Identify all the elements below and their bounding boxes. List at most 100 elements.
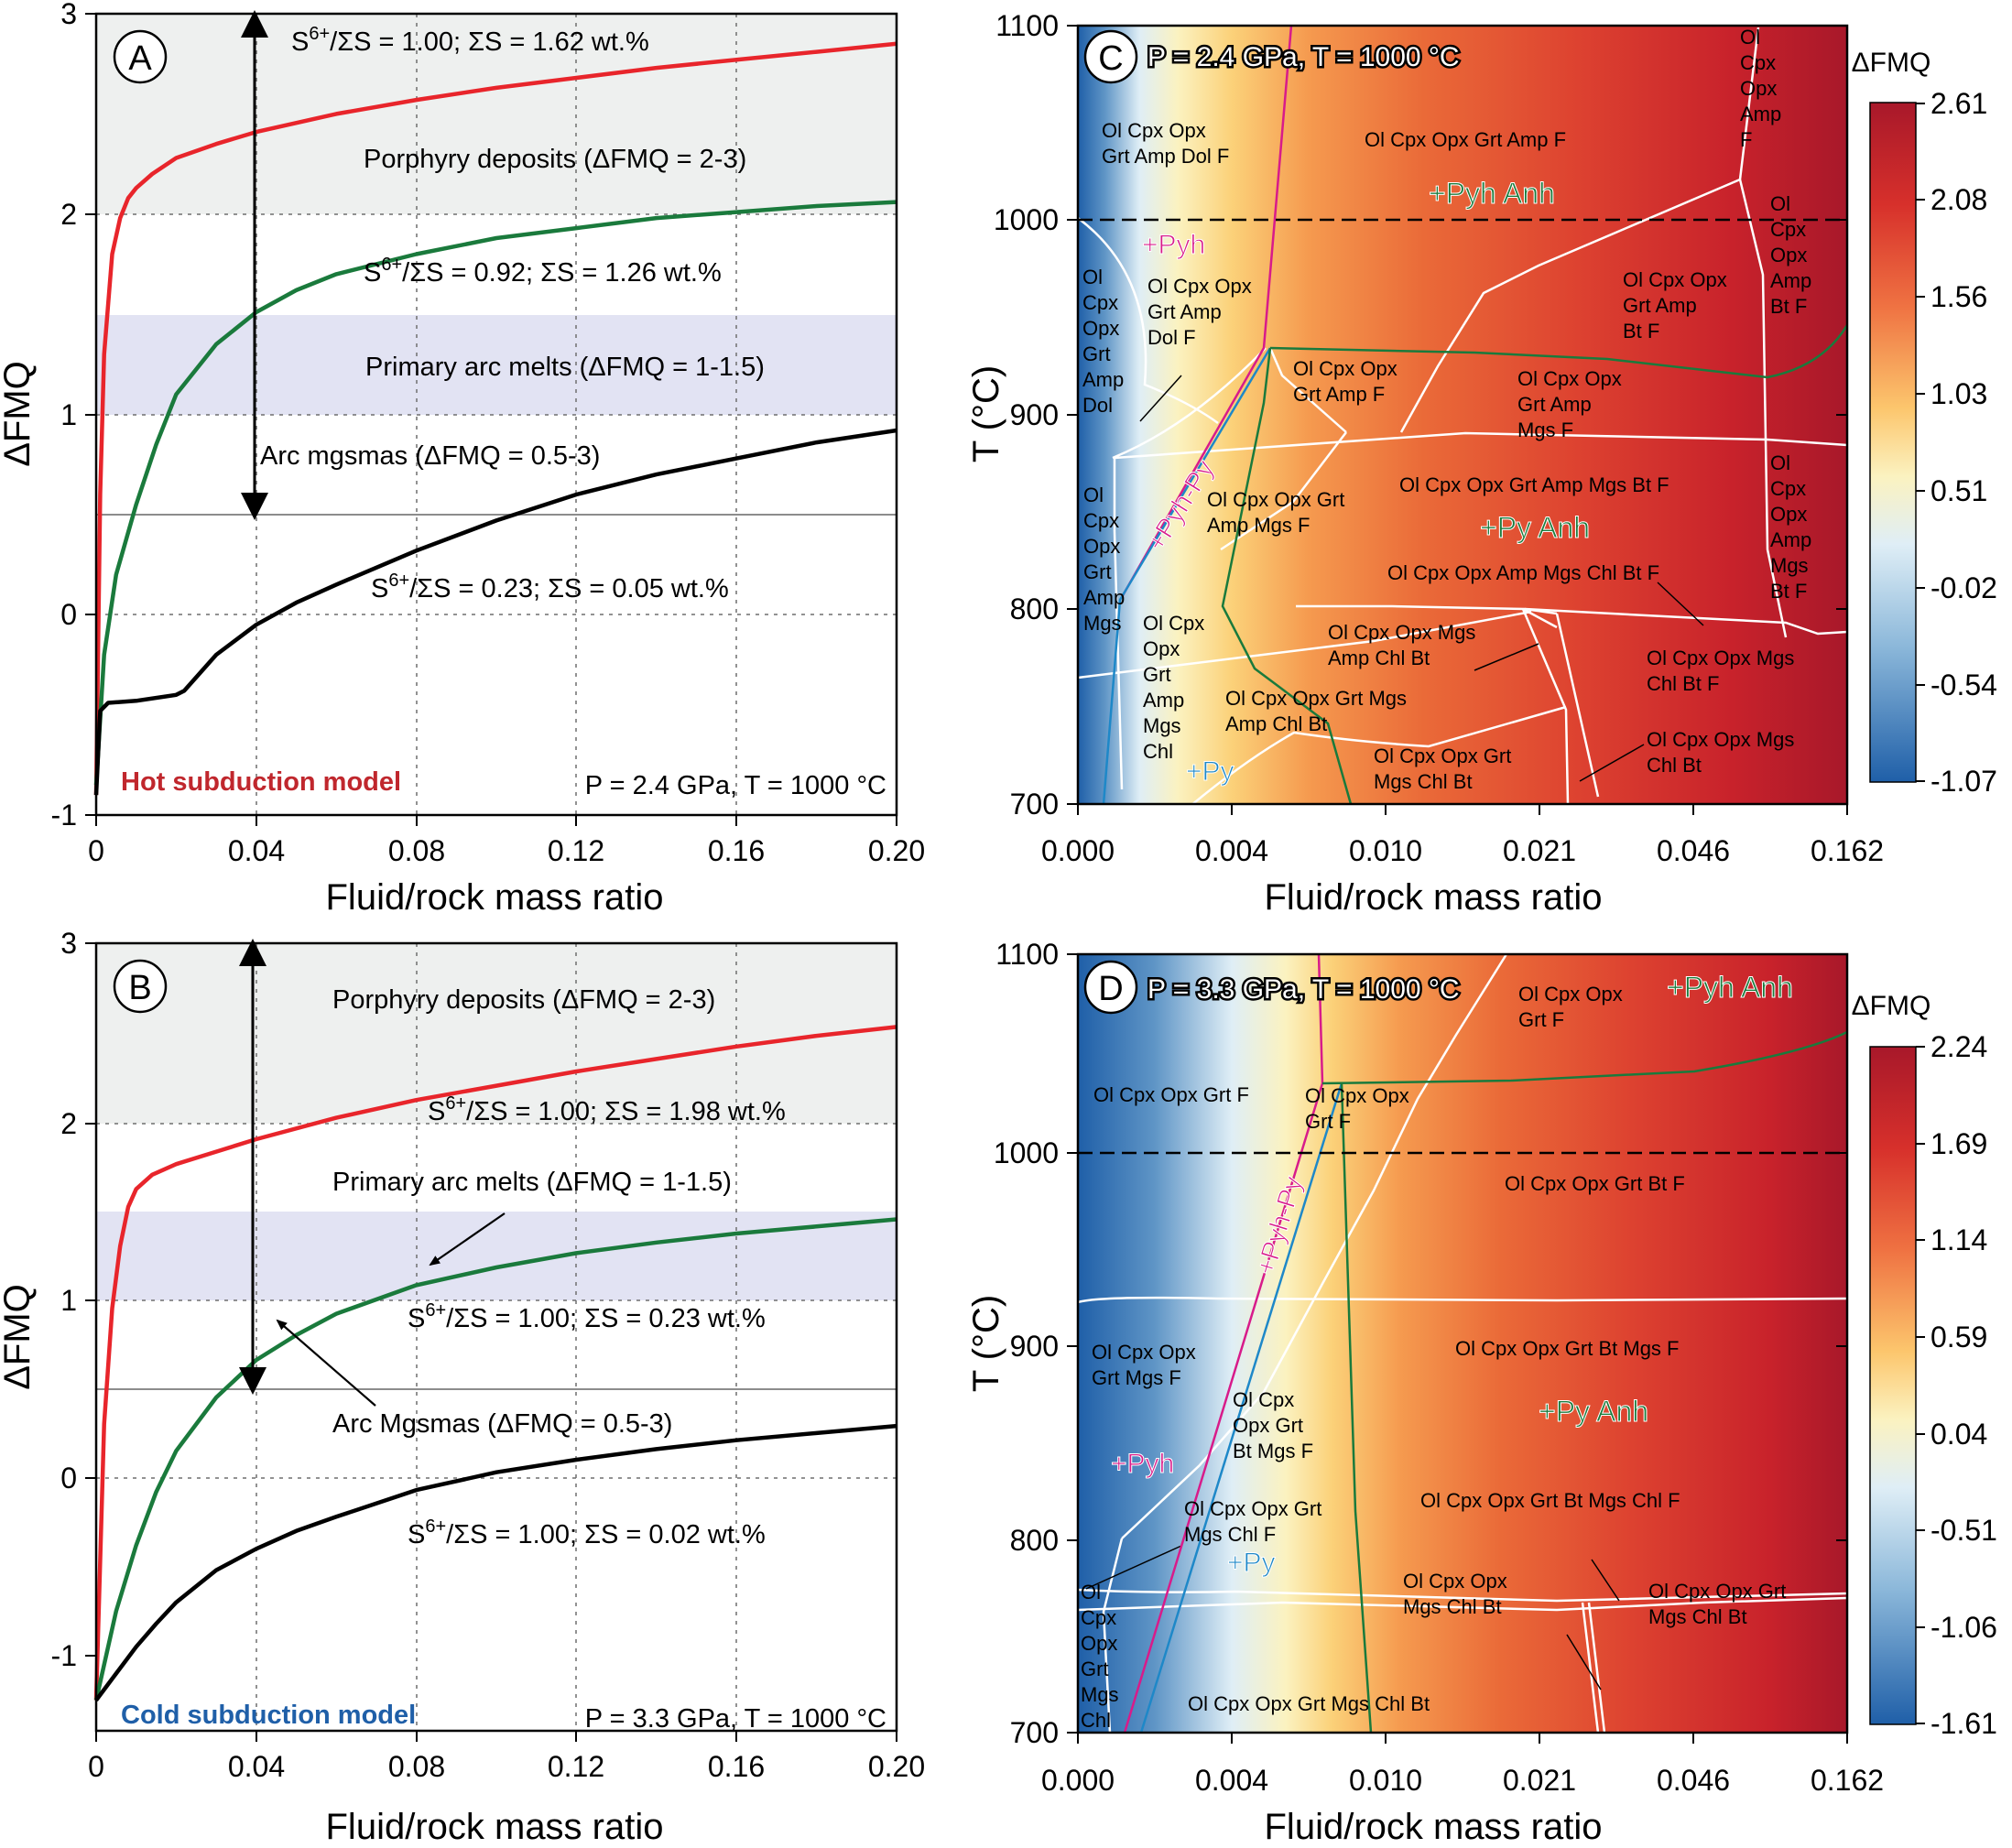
panel-d-leader-lines [1085, 1545, 1620, 1690]
ann-rest: /ΣS = 1.00; ΣS = 0.23 wt.% [446, 1304, 766, 1333]
phase-field-line: Ol Cpx Opx Grt Amp F [1365, 128, 1566, 151]
phase-field-label: Ol Cpx Opx Grt F [1518, 983, 1623, 1031]
phase-field-label: Ol Cpx Opx Grt Mgs Chl F [1184, 1497, 1321, 1546]
phase-field-line: Ol Cpx Opx Grt Bt Mgs F [1455, 1337, 1679, 1360]
panel-d-frame [1076, 952, 1849, 1734]
phase-field-label: Ol Cpx Opx Grt Amp Mgs F [1207, 488, 1344, 537]
panel-c-anh-boundary-upper [1269, 324, 1847, 379]
ann-sym: S [408, 1520, 425, 1549]
phase-field-line: Ol Cpx Opx Grt Mgs Chl Bt [1188, 1692, 1430, 1715]
phase-field-line: Grt Amp [1623, 294, 1697, 317]
panel-c-phase-boundaries [1078, 27, 1847, 804]
x-tick-label: 0.04 [228, 834, 285, 867]
phase-field-label: Ol Cpx Opx Amp Mgs Chl Bt F [1387, 561, 1659, 584]
y-tick-label: 3 [60, 927, 77, 960]
phase-field-label: Ol Cpx Opx Grt Mgs Amp Chl Bt [1225, 687, 1407, 735]
y-tick-label: 1 [60, 1284, 77, 1317]
panel-c-tick-labels: 1100 1000 900 800 700 0.000 0.004 0.010 … [994, 9, 1884, 867]
panel-a-tick-labels: 3 2 1 0 -1 0 0.04 0.08 0.12 0.16 0.20 [51, 0, 926, 867]
x-tick-label: 0.046 [1657, 1764, 1730, 1797]
x-tick-label: 0.010 [1349, 834, 1422, 867]
phase-field-line: Opx [1081, 1632, 1117, 1655]
y-tick-label: 900 [1010, 1330, 1059, 1363]
colorbar-tick-label: -1.06 [1930, 1611, 1997, 1644]
phase-field-line: Grt [1081, 1658, 1109, 1680]
ann-rest: /ΣS = 1.00; ΣS = 0.02 wt.% [446, 1520, 766, 1549]
panel-b-conditions: P = 3.3 GPa, T = 1000 °C [585, 1704, 886, 1734]
panel-c-leader-lines [1139, 375, 1704, 782]
phase-field-line: Dol [1082, 394, 1113, 417]
phase-field-label: Ol Cpx Opx Grt Amp F [1293, 357, 1398, 406]
phase-field-label: Ol Cpx Opx Amp F [1740, 26, 1781, 151]
panel-d-ticks [1067, 953, 1848, 1744]
panel-d-title: P = 3.3 GPa, T = 1000 °C [1147, 974, 1460, 1005]
y-tick-label: 1000 [994, 203, 1059, 236]
colorbar-tick-label: 0.59 [1930, 1321, 1987, 1353]
phase-field-label: Ol Cpx Opx Grt Bt Mgs F [1455, 1337, 1679, 1360]
ann-sym: S [371, 574, 388, 603]
panel-a-band-porphyry [96, 14, 897, 214]
phase-field-label: Ol Cpx Opx Grt Bt Mgs Chl F [1420, 1489, 1680, 1512]
phase-field-line: Chl [1081, 1709, 1111, 1732]
phase-field-line: Ol Cpx Opx Mgs [1328, 621, 1475, 644]
panel-c: Ol Cpx Opx Grt Amp Dol FOl Cpx Opx Grt Am… [966, 9, 1997, 918]
y-tick-label: 800 [1010, 592, 1059, 625]
phase-field-line: Grt Amp [1147, 300, 1222, 323]
panel-c-title: P = 2.4 GPa, T = 1000 °C [1147, 42, 1460, 72]
phase-field-line: Ol Cpx Opx Grt F [1093, 1083, 1249, 1106]
phase-field-line: Ol Cpx Opx [1102, 119, 1206, 142]
phase-field-line: Ol Cpx Opx [1623, 268, 1727, 291]
x-tick-label: 0.08 [388, 1750, 445, 1783]
phase-field-line: Ol [1083, 484, 1104, 506]
y-tick-label: 3 [60, 0, 77, 30]
panel-b-ylabel: ΔFMQ [0, 1284, 38, 1390]
panel-b-tick-labels: 3 2 1 0 -1 0 0.04 0.08 0.12 0.16 0.20 [51, 927, 926, 1783]
x-tick-label: 0.16 [708, 834, 765, 867]
x-tick-label: 0 [88, 834, 104, 867]
series-line-0 [93, 41, 897, 796]
phase-field-line: Ol Cpx Opx Grt Mgs [1225, 687, 1407, 710]
panel-c-letter: C [1098, 39, 1123, 78]
phase-field-label: Ol Cpx Opx Mgs Chl Bt [1403, 1570, 1507, 1618]
phase-field-label: Ol Cpx Opx Amp Mgs Bt F [1770, 451, 1811, 603]
phase-field-label: Ol Cpx Opx Grt Amp Mgs Bt F [1399, 473, 1669, 496]
phase-field-line: Amp Chl Bt [1328, 647, 1430, 669]
colorbar-tick-label: 2.24 [1930, 1030, 1987, 1063]
phase-field-line: Opx [1143, 637, 1180, 660]
x-tick-label: 0.000 [1041, 834, 1115, 867]
phase-field-line: Amp Chl Bt [1225, 712, 1327, 735]
panel-d-ylabel: T (°C) [966, 1295, 1006, 1392]
series-line-0 [93, 1025, 897, 1701]
phase-field-label: Ol Cpx Opx Grt Amp Bt F [1623, 268, 1727, 342]
panel-a-letter: A [128, 39, 152, 78]
x-tick-label: 0.162 [1811, 834, 1884, 867]
ann-sup: 6+ [445, 1093, 466, 1114]
phase-field-line: Mgs Chl Bt [1648, 1605, 1747, 1628]
phase-field-line: Bt F [1770, 580, 1807, 603]
phase-field-line: Cpx [1082, 291, 1118, 314]
phase-field-line: Grt Amp F [1293, 383, 1385, 406]
phase-field-label: Ol Cpx Opx Grt Amp F [1365, 128, 1566, 151]
phase-field-line: Opx [1740, 77, 1777, 100]
phase-field-label: Ol Cpx Opx Grt Bt Mgs F [1233, 1388, 1313, 1462]
panel-a-badge [113, 29, 168, 84]
phase-label-pyh-anh: +Pyh Anh [1429, 177, 1555, 210]
panel-b-arc-mgsmas-label: Arc Mgsmas (ΔFMQ = 0.5-3) [332, 1409, 672, 1439]
phase-field-label: Ol Cpx Opx Grt Mgs Chl Bt [1188, 1692, 1430, 1715]
phase-field-label: Ol Cpx Opx Mgs Amp Chl Bt [1328, 621, 1475, 669]
phase-field-line: Grt Mgs F [1092, 1366, 1181, 1389]
phase-field-label: Ol Cpx Opx Grt Amp Mgs [1083, 484, 1125, 635]
colorbar-tick-label: 0.51 [1930, 474, 1987, 507]
phase-field-line: Ol Cpx [1143, 612, 1204, 635]
series-line-1 [93, 200, 897, 786]
ann-sup: 6+ [388, 571, 409, 591]
phase-field-line: Grt [1083, 560, 1112, 583]
panel-b-model-label: Cold subduction model [121, 1701, 416, 1730]
x-tick-label: 0 [88, 1750, 104, 1783]
phase-field-line: Grt Amp [1517, 393, 1592, 416]
phase-field-label: Ol Cpx Opx Grt Amp Dol [1082, 266, 1124, 417]
phase-field-line: Ol Cpx Opx Grt [1207, 488, 1344, 511]
phase-field-line: Ol Cpx Opx Grt [1184, 1497, 1321, 1520]
y-tick-label: -1 [51, 1639, 77, 1672]
